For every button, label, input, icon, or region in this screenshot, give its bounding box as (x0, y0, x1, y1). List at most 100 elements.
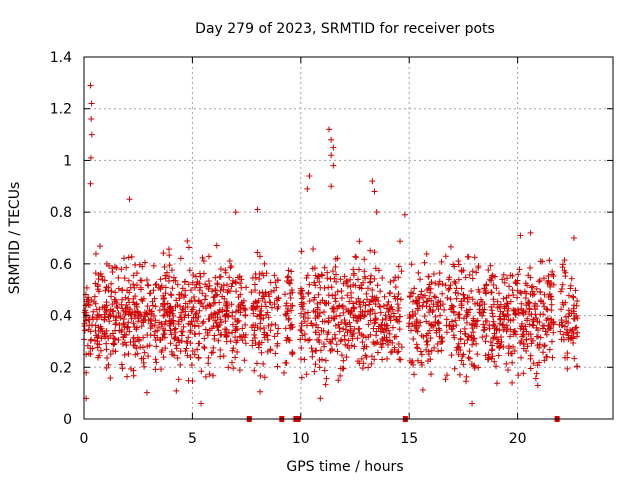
data-point (125, 277, 132, 284)
data-point (254, 360, 261, 367)
data-point (511, 347, 518, 354)
data-point (489, 313, 496, 320)
data-point (161, 263, 168, 270)
data-point (208, 312, 215, 319)
data-point (101, 277, 108, 284)
data-point (264, 309, 271, 316)
data-point (208, 349, 215, 356)
data-point (476, 302, 483, 309)
data-point (107, 374, 114, 381)
data-point (465, 253, 472, 260)
data-point (332, 264, 339, 271)
data-point (121, 351, 128, 358)
data-point (363, 296, 370, 303)
data-point (514, 294, 521, 301)
data-point (501, 316, 508, 323)
data-point (232, 278, 239, 285)
data-point (258, 349, 265, 356)
data-point (184, 340, 191, 347)
data-point (177, 361, 184, 368)
data-point (450, 332, 457, 339)
data-point (309, 322, 316, 329)
data-point (260, 293, 267, 300)
data-point (122, 311, 128, 318)
data-point (353, 254, 360, 261)
data-point (363, 290, 370, 297)
data-point (423, 298, 430, 305)
data-point (507, 272, 514, 279)
data-point (548, 307, 555, 314)
data-point (424, 287, 431, 294)
data-point (498, 333, 505, 340)
data-point (494, 340, 501, 347)
data-point (414, 345, 421, 352)
data-point (355, 295, 362, 302)
data-point (445, 286, 452, 293)
data-point (329, 336, 336, 343)
data-point (151, 295, 158, 302)
data-point (406, 293, 413, 300)
data-point (450, 303, 457, 310)
data-point (487, 262, 494, 269)
data-point (237, 280, 244, 287)
data-point (548, 338, 555, 345)
data-point (559, 299, 566, 306)
data-point (359, 308, 366, 315)
data-point (131, 284, 138, 291)
data-point (430, 323, 437, 330)
data-point (337, 365, 344, 372)
data-point (210, 349, 217, 356)
data-point (527, 229, 534, 236)
data-point (395, 274, 402, 281)
data-point (497, 343, 504, 350)
data-point (356, 360, 363, 367)
data-point (347, 323, 354, 330)
data-point (184, 304, 191, 311)
data-point (87, 154, 94, 161)
data-point (284, 278, 291, 285)
data-point (151, 332, 158, 339)
data-point (254, 249, 261, 256)
data-point (490, 301, 497, 308)
data-point (213, 292, 220, 299)
data-point (452, 280, 459, 287)
data-point (265, 314, 272, 321)
data-point (500, 326, 507, 333)
data-point (205, 360, 212, 367)
data-point (353, 299, 360, 306)
data-point (222, 269, 229, 276)
data-point (194, 318, 201, 325)
data-point (419, 303, 426, 310)
data-point (526, 305, 533, 312)
data-point (317, 347, 324, 354)
data-point (516, 266, 523, 273)
data-point (112, 321, 119, 328)
data-point (372, 301, 379, 308)
data-point (321, 264, 328, 271)
data-point (281, 291, 288, 298)
data-point (193, 281, 200, 288)
data-point (354, 318, 361, 325)
data-point (408, 327, 415, 334)
data-point (498, 339, 505, 346)
data-point (160, 296, 167, 303)
data-point (256, 290, 263, 297)
data-point (443, 316, 450, 323)
data-point (113, 303, 120, 310)
data-point (453, 295, 460, 302)
data-point (226, 257, 233, 264)
data-point (311, 368, 318, 375)
data-point (113, 314, 120, 321)
data-point (558, 306, 565, 313)
data-point (359, 365, 366, 372)
data-point (169, 310, 176, 317)
data-point (529, 321, 536, 328)
data-point (412, 310, 419, 317)
data-point (202, 292, 209, 299)
data-point (344, 282, 351, 289)
data-point (497, 308, 504, 315)
data-point (339, 302, 346, 309)
data-point (214, 324, 221, 331)
data-point (447, 243, 454, 250)
data-point (265, 322, 272, 329)
